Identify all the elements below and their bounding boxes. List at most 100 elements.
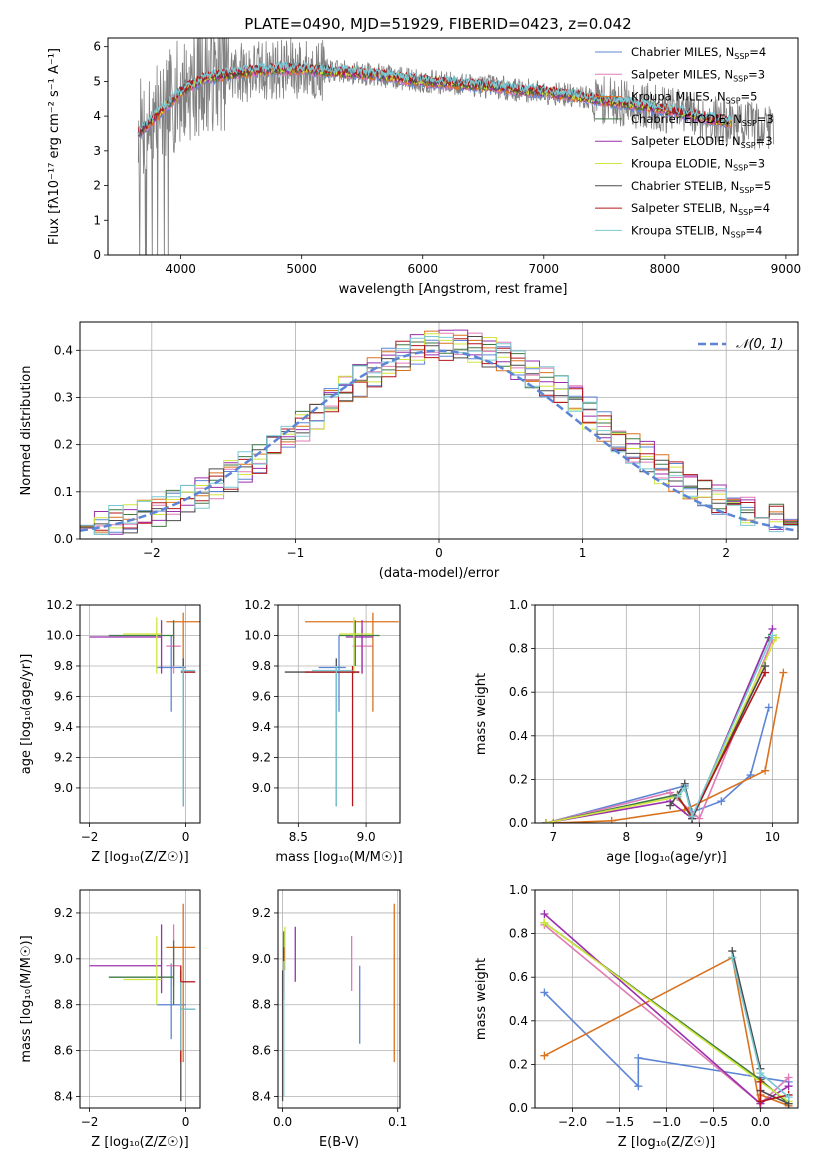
y-tick-label: 9.8 bbox=[252, 659, 271, 673]
weight-marker bbox=[761, 766, 770, 775]
panel-age-vs-Z: −2 0 9.0 9.2 9.4 9.6 9.8 10.0 10.2 Z [log₁₀(Z/Z☉)… bbox=[19, 598, 201, 865]
legend-entry: Chabrier MILES, NSSP=4 bbox=[631, 45, 766, 61]
y-tick-label: 6 bbox=[93, 40, 101, 54]
x-tick-label: −1.5 bbox=[605, 1115, 634, 1129]
x-tick-label: 0 bbox=[182, 1115, 190, 1129]
axes-frame bbox=[79, 604, 201, 824]
legend-entry: Salpeter MILES, NSSP=3 bbox=[631, 67, 765, 83]
x-tick-label: −2.0 bbox=[558, 1115, 587, 1129]
y-tick-label: 0.8 bbox=[509, 642, 528, 656]
weight-marker bbox=[688, 812, 697, 821]
x-tick-label: 6000 bbox=[407, 262, 438, 276]
legend-entry: Kroupa STELIB, NSSP=4 bbox=[631, 223, 762, 239]
x-tick-label: −1 bbox=[287, 546, 305, 560]
weight-marker bbox=[717, 797, 726, 806]
legend: Chabrier MILES, NSSP=4 Salpeter MILES, NS… bbox=[595, 45, 774, 239]
weight-marker bbox=[540, 1051, 549, 1060]
y-tick-label: 9.0 bbox=[54, 952, 73, 966]
weight-marker bbox=[768, 631, 777, 640]
x-tick-label: 4000 bbox=[165, 262, 196, 276]
y-tick-label: 10.2 bbox=[244, 598, 271, 612]
weight-line-1 bbox=[545, 707, 770, 823]
weight-line-5 bbox=[545, 628, 774, 823]
y-tick-label: 9.2 bbox=[252, 906, 271, 920]
plot-area bbox=[540, 909, 793, 1108]
weight-marker bbox=[634, 1082, 643, 1091]
x-tick-label: 9.0 bbox=[357, 830, 376, 844]
y-tick-label: 9.6 bbox=[54, 689, 73, 703]
x-tick-label: 9000 bbox=[771, 262, 802, 276]
panel-spectrum: 4000 5000 6000 7000 8000 9000 0 1 2 3 4 5 6 wavelengt… bbox=[47, 37, 802, 297]
histogram-8 bbox=[80, 338, 798, 531]
x-tick-label: 8 bbox=[622, 830, 630, 844]
y-tick-label: 10.2 bbox=[46, 598, 73, 612]
y-axis-label: Flux [fλ10⁻¹⁷ erg cm⁻² s⁻¹ A⁻¹] bbox=[47, 48, 62, 245]
normal-curve bbox=[80, 349, 798, 532]
weight-marker bbox=[540, 918, 549, 927]
weight-marker bbox=[695, 814, 704, 823]
x-axis-label: age [log₁₀(age/yr)] bbox=[606, 850, 727, 865]
y-tick-label: 0.0 bbox=[509, 816, 528, 830]
legend-entry: Chabrier ELODIE, NSSP=3 bbox=[631, 112, 774, 128]
plot-area bbox=[89, 903, 196, 1102]
weight-marker bbox=[549, 819, 558, 823]
weight-marker bbox=[756, 1097, 765, 1106]
x-tick-label: 0.1 bbox=[388, 1115, 407, 1129]
y-tick-label: 8.6 bbox=[54, 1044, 73, 1058]
legend-entry: Salpeter ELODIE, NSSP=3 bbox=[631, 134, 773, 150]
y-axis-label: mass weight bbox=[474, 673, 489, 755]
weight-marker bbox=[728, 953, 737, 962]
axes-frame bbox=[107, 37, 799, 256]
axes-frame bbox=[534, 889, 799, 1109]
figure-title: PLATE=0490, MJD=51929, FIBERID=0423, z=0… bbox=[244, 15, 631, 33]
y-tick-label: 0.4 bbox=[509, 1014, 528, 1028]
weight-line-7 bbox=[669, 665, 766, 822]
y-tick-label: 0.0 bbox=[509, 1101, 528, 1115]
weight-line-2 bbox=[545, 639, 774, 823]
x-axis-label: Z [log₁₀(Z/Z☉)] bbox=[618, 1135, 715, 1150]
y-tick-label: 0.1 bbox=[54, 485, 73, 499]
plot-area bbox=[281, 903, 395, 1102]
y-tick-label: 1.0 bbox=[509, 598, 528, 612]
x-tick-label: 9 bbox=[696, 830, 704, 844]
weight-marker bbox=[784, 1073, 793, 1082]
legend-entry: 𝒩(0, 1) bbox=[736, 337, 783, 352]
y-tick-label: 9.2 bbox=[54, 906, 73, 920]
weight-marker bbox=[756, 1069, 765, 1078]
y-tick-label: 0.6 bbox=[509, 970, 528, 984]
x-axis-label: Z [log₁₀(Z/Z☉)] bbox=[91, 1135, 188, 1150]
y-tick-label: 10.0 bbox=[46, 628, 73, 642]
x-tick-label: −0.5 bbox=[699, 1115, 728, 1129]
x-axis-label: wavelength [Angstrom, rest frame] bbox=[339, 282, 568, 297]
axes-frame bbox=[277, 889, 401, 1109]
weight-marker bbox=[784, 1082, 793, 1091]
x-tick-label: 10 bbox=[765, 830, 780, 844]
x-axis-label: mass [log₁₀(M/M☉)] bbox=[275, 850, 402, 865]
y-tick-label: 8.8 bbox=[252, 998, 271, 1012]
y-tick-label: 5 bbox=[93, 74, 101, 88]
histogram-5 bbox=[80, 329, 798, 535]
weight-marker bbox=[756, 1077, 765, 1086]
y-tick-label: 0.0 bbox=[54, 532, 73, 546]
y-tick-label: 9.4 bbox=[252, 720, 271, 734]
y-tick-label: 9.2 bbox=[54, 750, 73, 764]
weight-marker bbox=[673, 792, 682, 801]
y-tick-label: 0.8 bbox=[509, 927, 528, 941]
x-tick-label: −2 bbox=[81, 830, 99, 844]
x-tick-label: −1.0 bbox=[652, 1115, 681, 1129]
y-tick-label: 10.0 bbox=[244, 628, 271, 642]
y-axis-label: age [log₁₀(age/yr)] bbox=[19, 654, 34, 775]
y-axis-label: mass weight bbox=[474, 958, 489, 1040]
y-tick-label: 0.2 bbox=[509, 1057, 528, 1071]
x-tick-label: 5000 bbox=[286, 262, 317, 276]
axes-frame bbox=[277, 604, 401, 824]
y-tick-label: 9.0 bbox=[54, 781, 73, 795]
x-axis-label: Z [log₁₀(Z/Z☉)] bbox=[91, 850, 188, 865]
weight-marker bbox=[540, 909, 549, 918]
weight-marker bbox=[634, 1053, 643, 1062]
y-tick-label: 0 bbox=[93, 248, 101, 262]
histogram-7 bbox=[80, 336, 798, 534]
axes-frame bbox=[534, 604, 799, 824]
y-tick-label: 8.4 bbox=[54, 1090, 73, 1104]
x-axis-label: (data-model)/error bbox=[379, 566, 500, 581]
